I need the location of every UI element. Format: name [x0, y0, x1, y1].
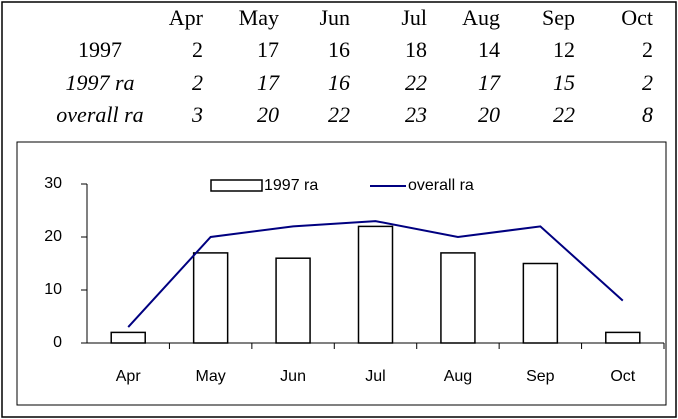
table-cell: 17: [257, 70, 280, 95]
table-cell: 2: [192, 37, 203, 62]
y-tick-label: 20: [44, 228, 62, 245]
table-cell: 12: [553, 37, 575, 62]
table-cell: 2: [192, 70, 203, 95]
table-header: Oct: [621, 5, 653, 30]
table-cell: 16: [328, 70, 350, 95]
y-tick-label: 10: [44, 281, 62, 298]
y-tick-label: 30: [44, 175, 62, 192]
table-cell: 20: [478, 102, 500, 127]
x-tick-label: Aug: [444, 368, 472, 385]
x-tick-label: Apr: [116, 368, 142, 385]
table-cell: 3: [191, 102, 203, 127]
chart-border: [16, 141, 667, 406]
bar: [192, 252, 229, 344]
table-cell: 18: [405, 37, 427, 62]
table-cell: 17: [478, 70, 501, 95]
row-label: 1997 ra: [65, 70, 134, 95]
table-cell: 20: [257, 102, 279, 127]
table-header: Apr: [169, 5, 204, 30]
x-tick-label: May: [196, 368, 226, 385]
table-cell: 23: [405, 102, 427, 127]
x-tick-label: Oct: [610, 368, 635, 385]
table-cell: 22: [405, 70, 427, 95]
x-tick-label: Jun: [280, 368, 306, 385]
table-header: May: [239, 5, 279, 30]
table-header: Jun: [319, 5, 350, 30]
table-cell: 17: [257, 37, 279, 62]
legend-label: overall ra: [408, 177, 474, 194]
bar: [522, 262, 559, 344]
table-header: Jul: [401, 5, 427, 30]
table-cell: 22: [553, 102, 575, 127]
bar: [110, 331, 146, 344]
legend-label: 1997 ra: [264, 177, 318, 194]
table-cell: 8: [642, 102, 653, 127]
bar: [440, 252, 476, 344]
table-cell: 2: [642, 37, 653, 62]
bar: [275, 257, 311, 344]
table-header: Sep: [542, 5, 575, 30]
legend-swatch: [210, 179, 263, 192]
table-cell: 2: [642, 70, 653, 95]
x-tick-label: Sep: [526, 368, 555, 385]
row-label: overall ra: [56, 102, 143, 127]
table-cell: 22: [328, 102, 350, 127]
x-tick-label: Jul: [365, 368, 385, 385]
table-cell: 14: [478, 37, 500, 62]
table-cell: 15: [553, 70, 575, 95]
y-tick-label: 0: [53, 334, 62, 351]
table-header: Aug: [462, 5, 500, 30]
line: [127, 220, 624, 328]
bar: [357, 225, 394, 344]
table-cell: 16: [328, 37, 350, 62]
bar: [605, 331, 641, 344]
row-label: 1997: [78, 37, 122, 62]
